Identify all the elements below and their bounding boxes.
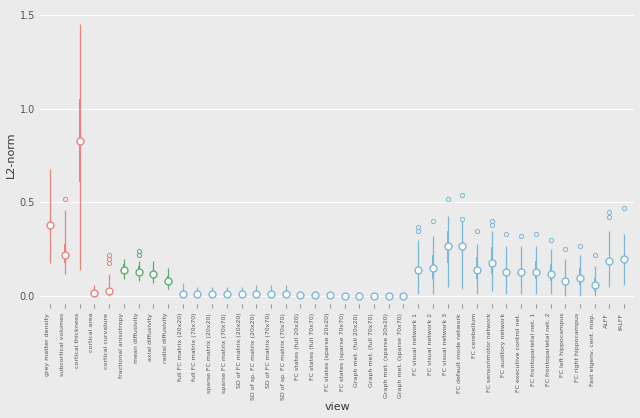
Bar [270,293,271,296]
Bar [564,272,566,289]
Bar [579,268,580,285]
Bar [461,231,463,266]
Bar [623,246,625,268]
Bar [520,261,522,279]
Bar [182,292,183,296]
Bar [314,294,316,296]
Bar [94,291,95,294]
Y-axis label: L2-norm: L2-norm [6,131,15,178]
Bar [594,278,595,291]
Bar [153,268,154,278]
Bar [491,247,492,274]
Bar [535,261,536,279]
Bar [432,255,433,279]
X-axis label: view: view [324,403,350,413]
Bar [79,99,80,182]
Bar [256,293,257,296]
Bar [609,247,610,270]
Bar [506,261,507,279]
Bar [197,293,198,296]
Bar [329,295,330,296]
Bar [285,293,286,296]
Bar [550,264,551,281]
Bar [417,257,419,281]
Bar [138,266,139,275]
Bar [50,208,51,240]
Bar [300,294,301,296]
Bar [241,293,242,296]
Bar [447,231,448,263]
Bar [476,257,477,279]
